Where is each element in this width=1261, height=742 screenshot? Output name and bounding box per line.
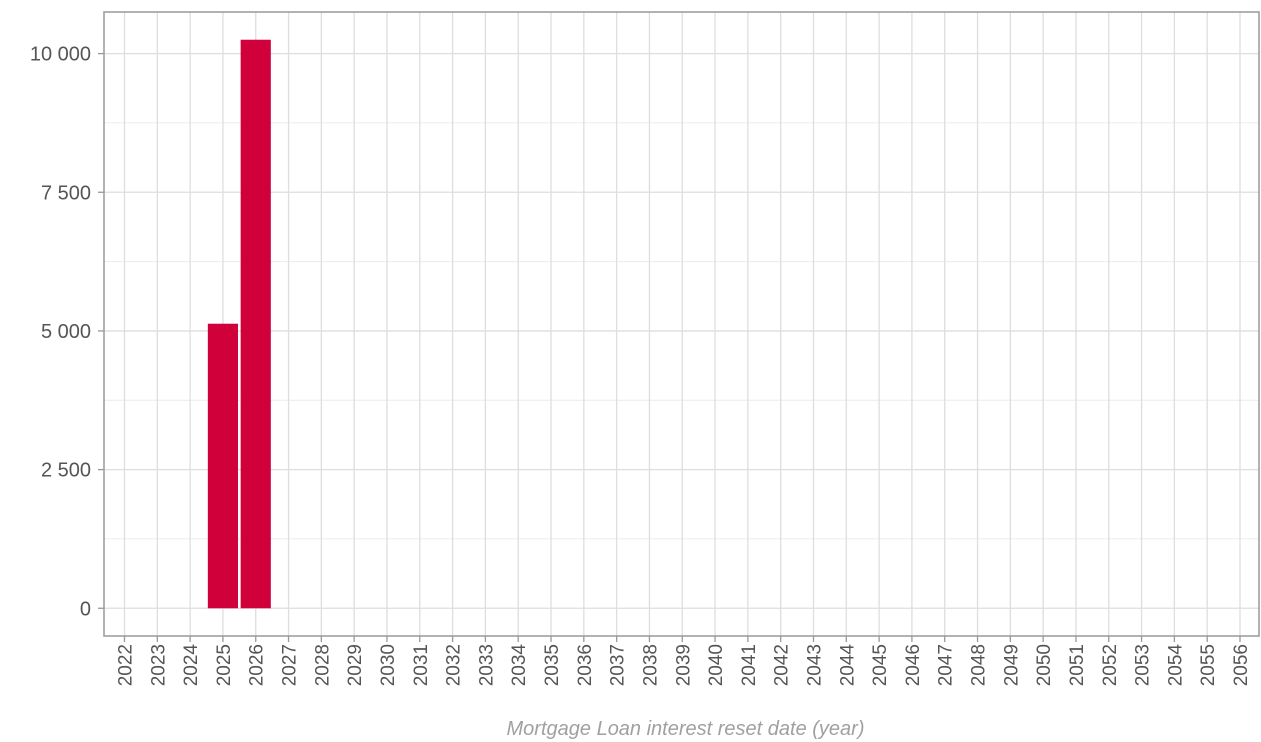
major-gridlines	[104, 12, 1259, 636]
x-tick-label: 2050	[1034, 644, 1055, 686]
x-tick-label: 2031	[411, 644, 432, 686]
x-tick-label: 2034	[509, 644, 530, 687]
x-tick-label: 2054	[1165, 644, 1186, 687]
x-tick-label: 2029	[345, 644, 366, 686]
x-tick-label: 2033	[476, 644, 497, 686]
minor-gridlines	[104, 122, 1259, 540]
x-tick-label: 2028	[312, 644, 333, 686]
x-tick-label: 2044	[837, 644, 858, 687]
x-tick-label: 2053	[1133, 644, 1154, 686]
x-tick-label: 2032	[444, 644, 465, 686]
x-tick-label: 2040	[706, 644, 727, 686]
x-tick-label: 2055	[1198, 644, 1219, 686]
y-tick-label: 10 000	[30, 44, 91, 66]
x-tick-label: 2046	[903, 644, 924, 686]
x-tick-label: 2037	[608, 644, 629, 686]
x-tick-label: 2036	[575, 644, 596, 686]
y-tick-label: 7 500	[41, 182, 91, 204]
y-tick-label: 0	[80, 598, 91, 620]
bar-2026	[240, 39, 271, 609]
plot-frame	[103, 11, 1260, 637]
x-tick-label: 2030	[378, 644, 399, 686]
x-tick-label: 2041	[739, 644, 760, 686]
x-tick-label: 2051	[1067, 644, 1088, 686]
x-tick-label: 2052	[1100, 644, 1121, 686]
bars	[207, 39, 271, 609]
x-tick-label: 2027	[280, 644, 301, 686]
bar-2025	[207, 323, 239, 609]
x-axis-ticks: 2022 2023 2024 2025 2026 2027 2028 2029 2030 2031…	[116, 636, 1252, 687]
x-tick-label: 2038	[640, 644, 661, 686]
x-tick-label: 2047	[936, 644, 957, 686]
x-tick-label: 2042	[772, 644, 793, 686]
x-tick-label: 2022	[116, 644, 137, 686]
x-tick-label: 2049	[1001, 644, 1022, 686]
x-axis-title: Mortgage Loan interest reset date (year)	[507, 718, 865, 740]
y-axis-ticks: 0 2 500 5 000 7 500 10 000	[30, 44, 104, 620]
x-tick-label: 2039	[673, 644, 694, 686]
y-tick-label: 2 500	[41, 460, 91, 482]
x-tick-label: 2035	[542, 644, 563, 686]
x-tick-label: 2026	[247, 644, 268, 686]
y-tick-label: 5 000	[41, 321, 91, 343]
x-tick-label: 2048	[969, 644, 990, 686]
x-tick-label: 2043	[804, 644, 825, 686]
x-tick-label: 2056	[1231, 644, 1252, 686]
x-tick-label: 2024	[181, 644, 202, 687]
x-tick-label: 2025	[214, 644, 235, 686]
x-tick-label: 2023	[148, 644, 169, 686]
x-tick-label: 2045	[870, 644, 891, 686]
